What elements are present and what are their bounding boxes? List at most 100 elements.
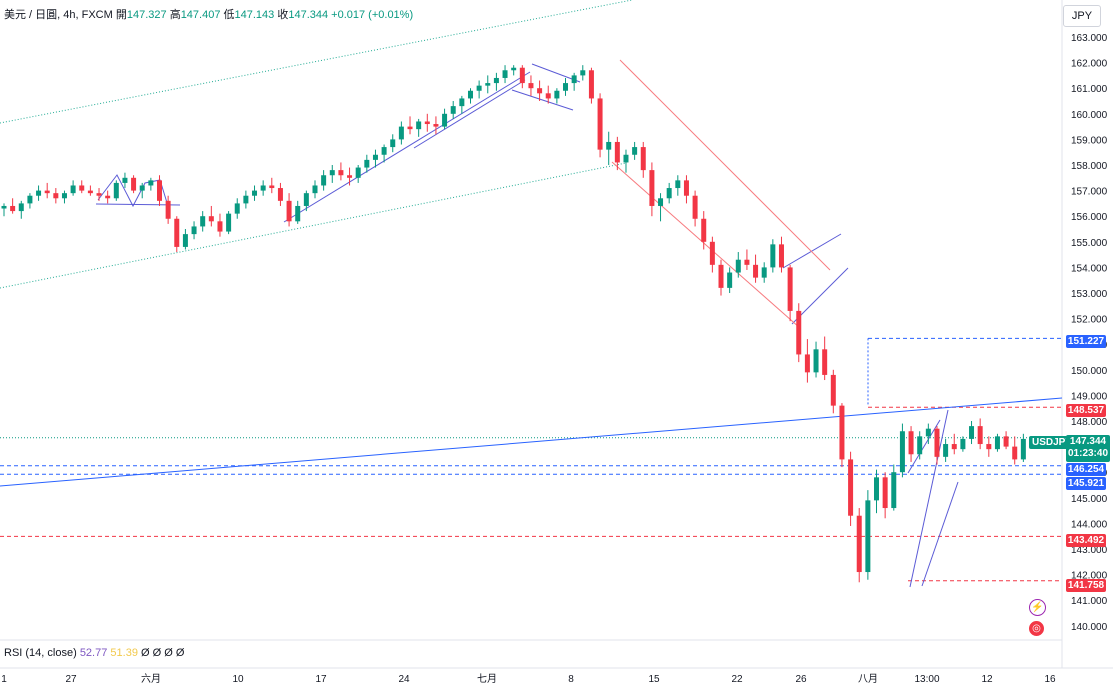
candle-body	[571, 75, 577, 84]
candle	[1020, 433, 1026, 462]
candle-body	[105, 195, 111, 199]
candle	[312, 180, 318, 199]
currency-button[interactable]: JPY	[1063, 5, 1101, 27]
candle-body	[761, 267, 767, 278]
candle-body	[364, 159, 370, 168]
candle-body	[312, 185, 318, 194]
candle	[718, 259, 724, 296]
rsi-value-2: 51.39	[110, 647, 138, 659]
candle-body	[18, 203, 24, 212]
price-tag-151-227: 151.227	[1066, 335, 1106, 348]
candle-body	[442, 113, 448, 127]
candle	[804, 339, 810, 383]
candle	[683, 175, 689, 204]
candle	[778, 236, 784, 273]
long-trendline	[0, 397, 1063, 487]
change-value: +0.017 (+0.01%)	[331, 9, 414, 21]
candle-body	[416, 121, 422, 130]
x-tick-label: 1	[1, 674, 7, 685]
candle-body	[398, 126, 404, 140]
candle-body	[744, 259, 750, 265]
candle-body	[459, 98, 465, 107]
candle	[277, 182, 283, 206]
candle-body	[925, 428, 931, 437]
candle	[18, 200, 24, 219]
candle-body	[934, 428, 940, 457]
candle-body	[943, 444, 949, 457]
candle-body	[87, 190, 93, 194]
symbol-label[interactable]: 美元 / 日圓, 4h, FXCM	[4, 9, 113, 21]
y-tick-label: 144.000	[1071, 519, 1108, 530]
candle	[442, 108, 448, 130]
candle	[338, 162, 344, 181]
uptrend-line-2	[413, 79, 526, 149]
candle-body	[295, 205, 301, 222]
candle-body	[122, 177, 128, 183]
y-tick-label: 153.000	[1071, 289, 1108, 300]
candle-body	[683, 180, 689, 196]
candle-body	[640, 147, 646, 171]
candle	[217, 213, 223, 237]
candle	[148, 177, 154, 191]
wedge-upper	[782, 233, 842, 269]
candle	[761, 262, 767, 283]
candle-body	[813, 349, 819, 373]
candle	[1, 203, 7, 217]
candle-body	[139, 185, 145, 191]
candle-body	[96, 193, 102, 196]
candle-body	[131, 177, 137, 191]
candle	[407, 116, 413, 135]
candle-body	[44, 190, 50, 194]
candle-body	[200, 216, 206, 227]
rsi-label[interactable]: RSI (14, close)	[4, 647, 77, 659]
candle-body	[156, 180, 162, 201]
x-tick-label: 12	[981, 674, 993, 685]
candle-body	[243, 195, 249, 204]
x-tick-label: 10	[232, 674, 244, 685]
candle-body	[804, 354, 810, 373]
candle	[969, 421, 975, 445]
candle-body	[433, 124, 439, 127]
candle-body	[217, 221, 223, 232]
candle-body	[329, 170, 335, 176]
y-tick-label: 141.000	[1071, 596, 1108, 607]
target-icon[interactable]: ◎	[1029, 621, 1044, 636]
candle	[381, 144, 387, 163]
candle-body	[822, 349, 828, 375]
candle-body	[908, 431, 914, 455]
candle-body	[969, 426, 975, 439]
y-tick-label: 149.000	[1071, 391, 1108, 402]
candle	[753, 254, 759, 283]
candle	[329, 165, 335, 183]
candle	[321, 170, 327, 191]
candle-body	[537, 88, 543, 94]
candle	[390, 134, 396, 153]
candle	[208, 205, 214, 227]
candle	[252, 185, 258, 201]
candle-body	[597, 98, 603, 150]
x-tick-label: 六月	[141, 673, 161, 685]
candle	[511, 65, 517, 76]
candle	[770, 239, 776, 273]
y-tick-label: 154.000	[1071, 263, 1108, 274]
candle-body	[891, 472, 897, 509]
candle-body	[1, 205, 7, 209]
candle-body	[917, 436, 923, 455]
candle-body	[951, 444, 957, 450]
x-tick-label: 27	[65, 674, 77, 685]
y-tick-label: 159.000	[1071, 135, 1108, 146]
x-tick-label: 15	[648, 674, 660, 685]
dotted-trendline-upper	[0, 0, 633, 124]
candle-body	[321, 175, 327, 186]
candle	[606, 131, 612, 165]
lightning-icon[interactable]: ⚡	[1029, 599, 1046, 616]
candle	[139, 182, 145, 199]
candle-body	[485, 83, 491, 86]
candle	[122, 172, 128, 189]
y-tick-label: 163.000	[1071, 33, 1108, 44]
candle	[243, 190, 249, 209]
candle	[951, 433, 957, 455]
candle	[994, 433, 1000, 452]
